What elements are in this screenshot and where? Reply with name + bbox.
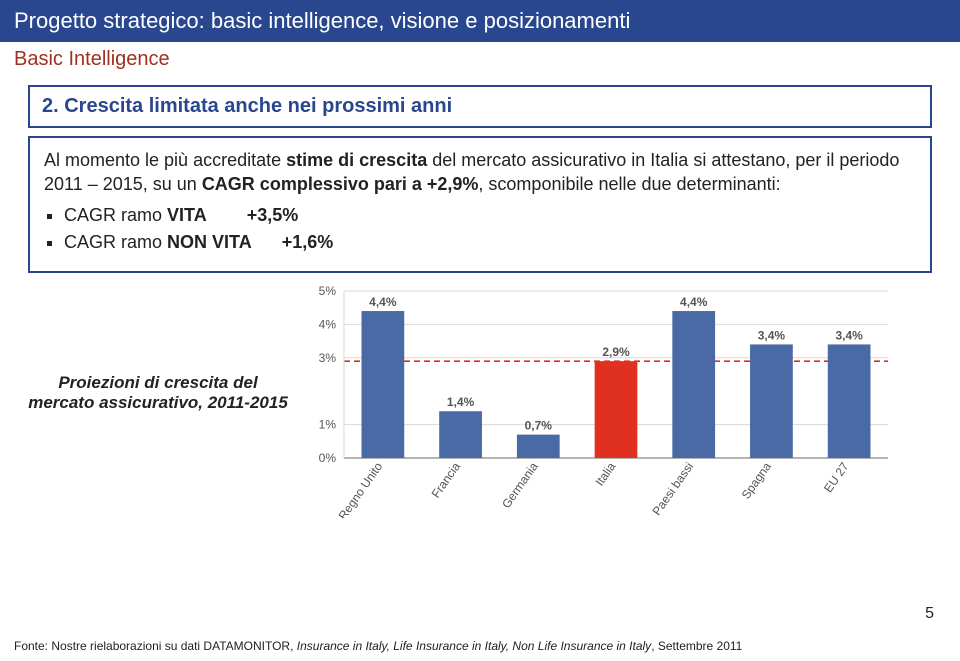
- svg-text:4%: 4%: [319, 318, 337, 332]
- page-number: 5: [925, 605, 934, 623]
- svg-text:Paesi bassi: Paesi bassi: [650, 460, 697, 518]
- svg-text:0%: 0%: [319, 451, 337, 465]
- callout-box: 2. Crescita limitata anche nei prossimi …: [28, 85, 932, 128]
- subtitle: Basic Intelligence: [0, 42, 960, 81]
- bullet-non-vita: CAGR ramo NON VITA+1,6%: [64, 230, 916, 254]
- bullet-vita: CAGR ramo VITA+3,5%: [64, 203, 916, 227]
- svg-text:Francia: Francia: [429, 460, 464, 501]
- footnote: Fonte: Nostre rielaborazioni su dati DAT…: [14, 639, 742, 653]
- svg-text:3,4%: 3,4%: [835, 329, 863, 343]
- callout-text: 2. Crescita limitata anche nei prossimi …: [42, 95, 452, 117]
- bar-chart: 0% 1% 3% 4% 5% 4,4% Regno Unito 1,4% Francia 0,7%…: [298, 283, 898, 518]
- svg-text:4,4%: 4,4%: [369, 295, 397, 309]
- svg-text:1%: 1%: [319, 418, 337, 432]
- projection-label: Proiezioni di crescita del mercato assic…: [28, 283, 298, 413]
- svg-text:Regno Unito: Regno Unito: [336, 460, 386, 519]
- svg-text:0,7%: 0,7%: [525, 419, 553, 433]
- svg-text:3%: 3%: [319, 351, 337, 365]
- svg-text:2,9%: 2,9%: [602, 345, 630, 359]
- page-title: Progetto strategico: basic intelligence,…: [14, 8, 630, 33]
- svg-text:1,4%: 1,4%: [447, 395, 475, 409]
- svg-text:Germania: Germania: [499, 460, 541, 511]
- svg-text:5%: 5%: [319, 284, 337, 298]
- svg-text:Italia: Italia: [592, 460, 618, 489]
- description-box: Al momento le più accreditate stime di c…: [28, 136, 932, 273]
- svg-text:Spagna: Spagna: [739, 460, 774, 502]
- svg-text:EU 27: EU 27: [821, 460, 852, 496]
- svg-text:4,4%: 4,4%: [680, 295, 708, 309]
- description-paragraph: Al momento le più accreditate stime di c…: [44, 148, 916, 197]
- title-bar: Progetto strategico: basic intelligence,…: [0, 0, 960, 42]
- svg-text:3,4%: 3,4%: [758, 329, 786, 343]
